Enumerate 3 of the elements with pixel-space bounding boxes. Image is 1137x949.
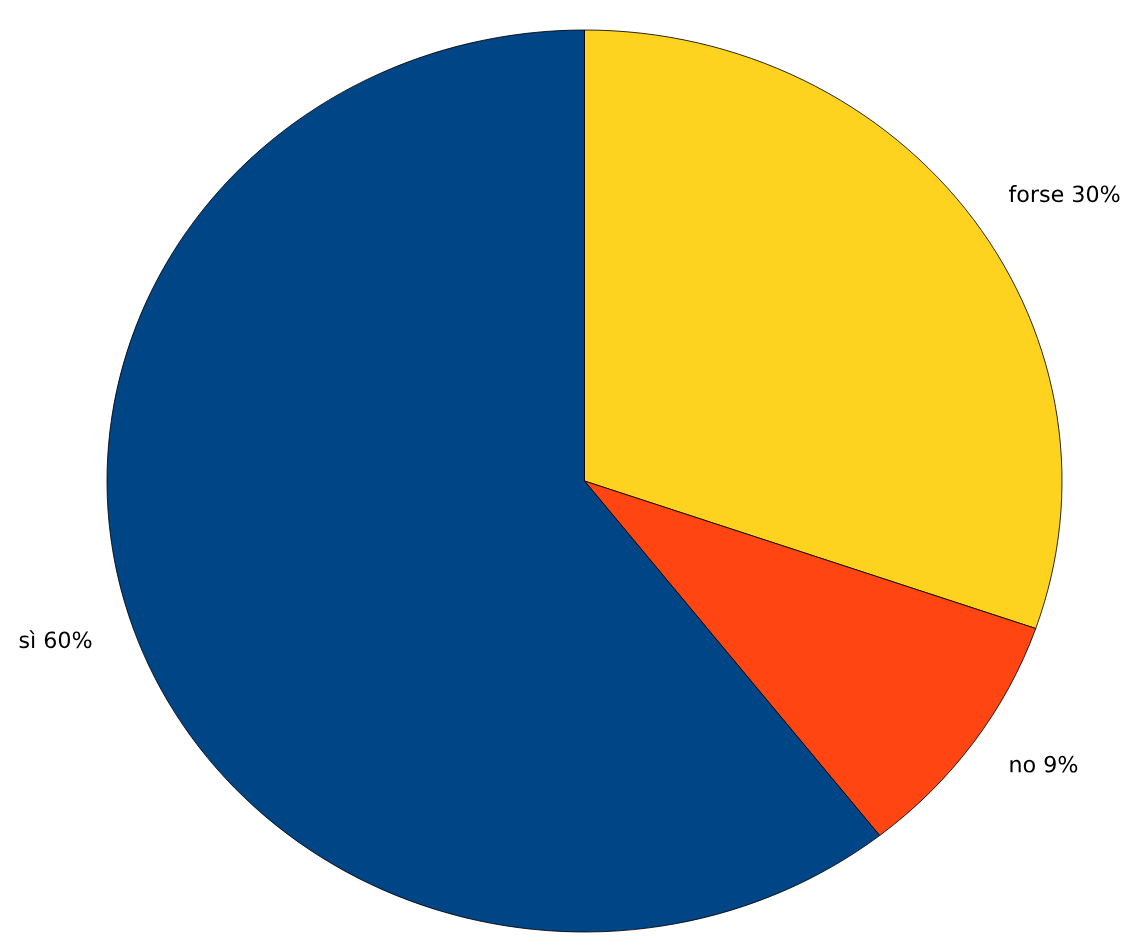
slice-label: no 9%	[1010, 755, 1078, 773]
slice-label: forse 30%	[1008, 185, 1120, 203]
slice-label: sì 60%	[19, 630, 92, 649]
